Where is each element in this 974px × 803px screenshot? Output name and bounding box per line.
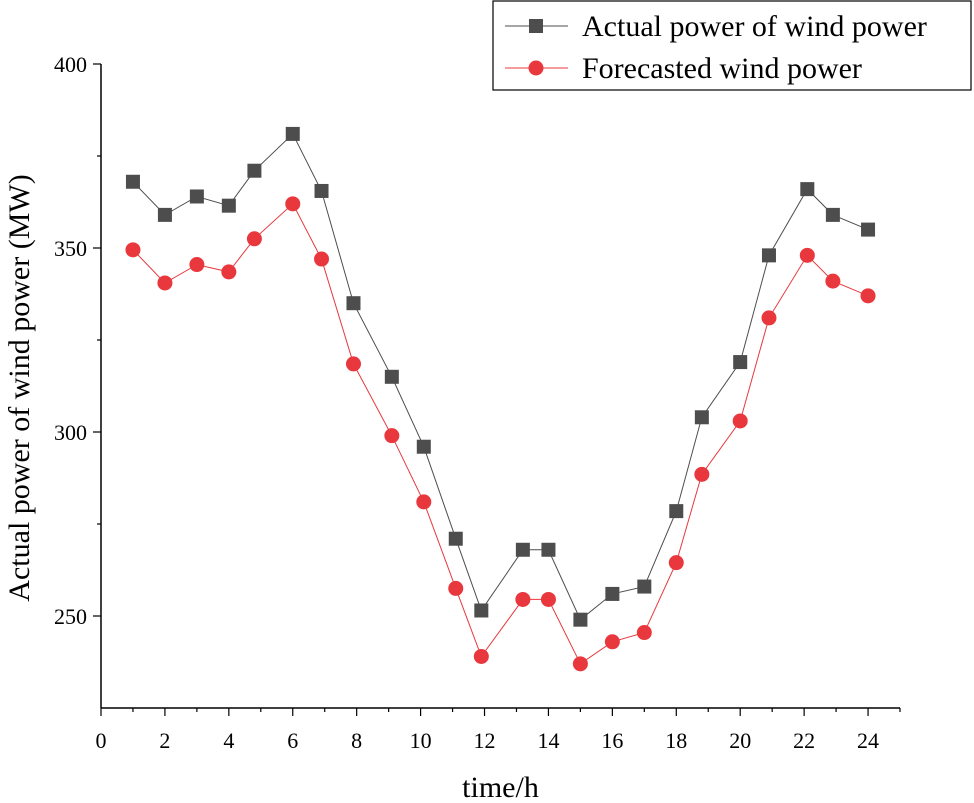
data-point-circle [799, 247, 815, 263]
data-point-circle [125, 242, 141, 258]
data-point-square [189, 189, 204, 204]
x-tick-label: 22 [793, 728, 815, 753]
data-point-square [515, 542, 530, 557]
y-axis-label: Actual power of wind power (MW) [3, 174, 36, 601]
y-tick-label: 350 [54, 236, 87, 261]
data-point-circle [604, 634, 620, 650]
series-line [132, 133, 869, 621]
data-point-circle [636, 625, 652, 641]
data-point-circle [473, 648, 489, 664]
data-point-square [247, 163, 262, 178]
data-point-square [541, 542, 556, 557]
y-tick-label: 250 [54, 604, 87, 629]
data-point-square [637, 579, 652, 594]
data-point-square [761, 248, 776, 263]
data-point-circle [668, 555, 684, 571]
x-ticks: 0 2 4 6 8 10 12 14 16 18 20 22 24 [96, 708, 901, 753]
data-point-circle [246, 231, 262, 247]
data-point-circle [157, 275, 173, 291]
data-point-circle [732, 413, 748, 429]
data-point-square [825, 207, 840, 222]
legend-label: Forecasted wind power [582, 52, 862, 85]
data-point-circle [416, 494, 432, 510]
data-point-circle [515, 591, 531, 607]
x-tick-label: 14 [537, 728, 559, 753]
y-tick-label: 300 [54, 420, 87, 445]
legend-marker-square [529, 19, 543, 33]
data-point-square [285, 126, 300, 141]
x-tick-label: 10 [410, 728, 432, 753]
data-point-square [384, 369, 399, 384]
data-point-square [157, 207, 172, 222]
data-point-square [125, 174, 140, 189]
data-point-square [448, 531, 463, 546]
data-point-circle [345, 356, 361, 372]
y-ticks: 250 300 350 400 [54, 52, 101, 629]
x-axis-label: time/h [462, 771, 539, 803]
data-point-square [733, 355, 748, 370]
legend-item: Forecasted wind power [505, 52, 862, 85]
x-tick-label: 20 [729, 728, 751, 753]
data-point-square [346, 296, 361, 311]
data-point-circle [448, 580, 464, 596]
x-tick-label: 24 [857, 728, 879, 753]
data-point-square [474, 603, 489, 618]
data-point-square [800, 182, 815, 197]
data-point-circle [314, 251, 330, 267]
data-point-square [314, 183, 329, 198]
data-point-square [861, 222, 876, 237]
x-tick-label: 4 [223, 728, 234, 753]
data-point-circle [860, 288, 876, 304]
legend-box [492, 0, 972, 91]
x-tick-label: 6 [287, 728, 298, 753]
data-point-square [694, 410, 709, 425]
x-tick-label: 18 [665, 728, 687, 753]
legend-items: Actual power of wind power Forecasted win… [505, 10, 927, 85]
legend-label: Actual power of wind power [582, 10, 927, 43]
data-point-square [416, 439, 431, 454]
x-tick-label: 8 [351, 728, 362, 753]
axes [100, 64, 900, 709]
series-group [125, 126, 876, 672]
data-point-square [669, 504, 684, 519]
x-tick-label: 2 [159, 728, 170, 753]
y-tick-label: 400 [54, 52, 87, 77]
data-point-circle [540, 591, 556, 607]
data-point-circle [761, 310, 777, 326]
series-actual [125, 126, 876, 627]
x-tick-label: 16 [601, 728, 623, 753]
series-forecast [125, 196, 876, 672]
x-tick-label: 12 [474, 728, 496, 753]
data-point-circle [221, 264, 237, 280]
data-point-square [573, 612, 588, 627]
data-point-square [605, 586, 620, 601]
data-point-circle [285, 196, 301, 212]
data-point-circle [694, 466, 710, 482]
legend-marker-circle [528, 60, 544, 76]
data-point-square [221, 198, 236, 213]
legend-item: Actual power of wind power [505, 10, 927, 43]
series-line [132, 202, 869, 665]
data-point-circle [384, 428, 400, 444]
data-point-circle [825, 273, 841, 289]
legend: Actual power of wind power Forecasted win… [492, 0, 972, 91]
data-point-circle [572, 656, 588, 672]
data-point-circle [189, 257, 205, 273]
x-tick-label: 0 [96, 728, 107, 753]
